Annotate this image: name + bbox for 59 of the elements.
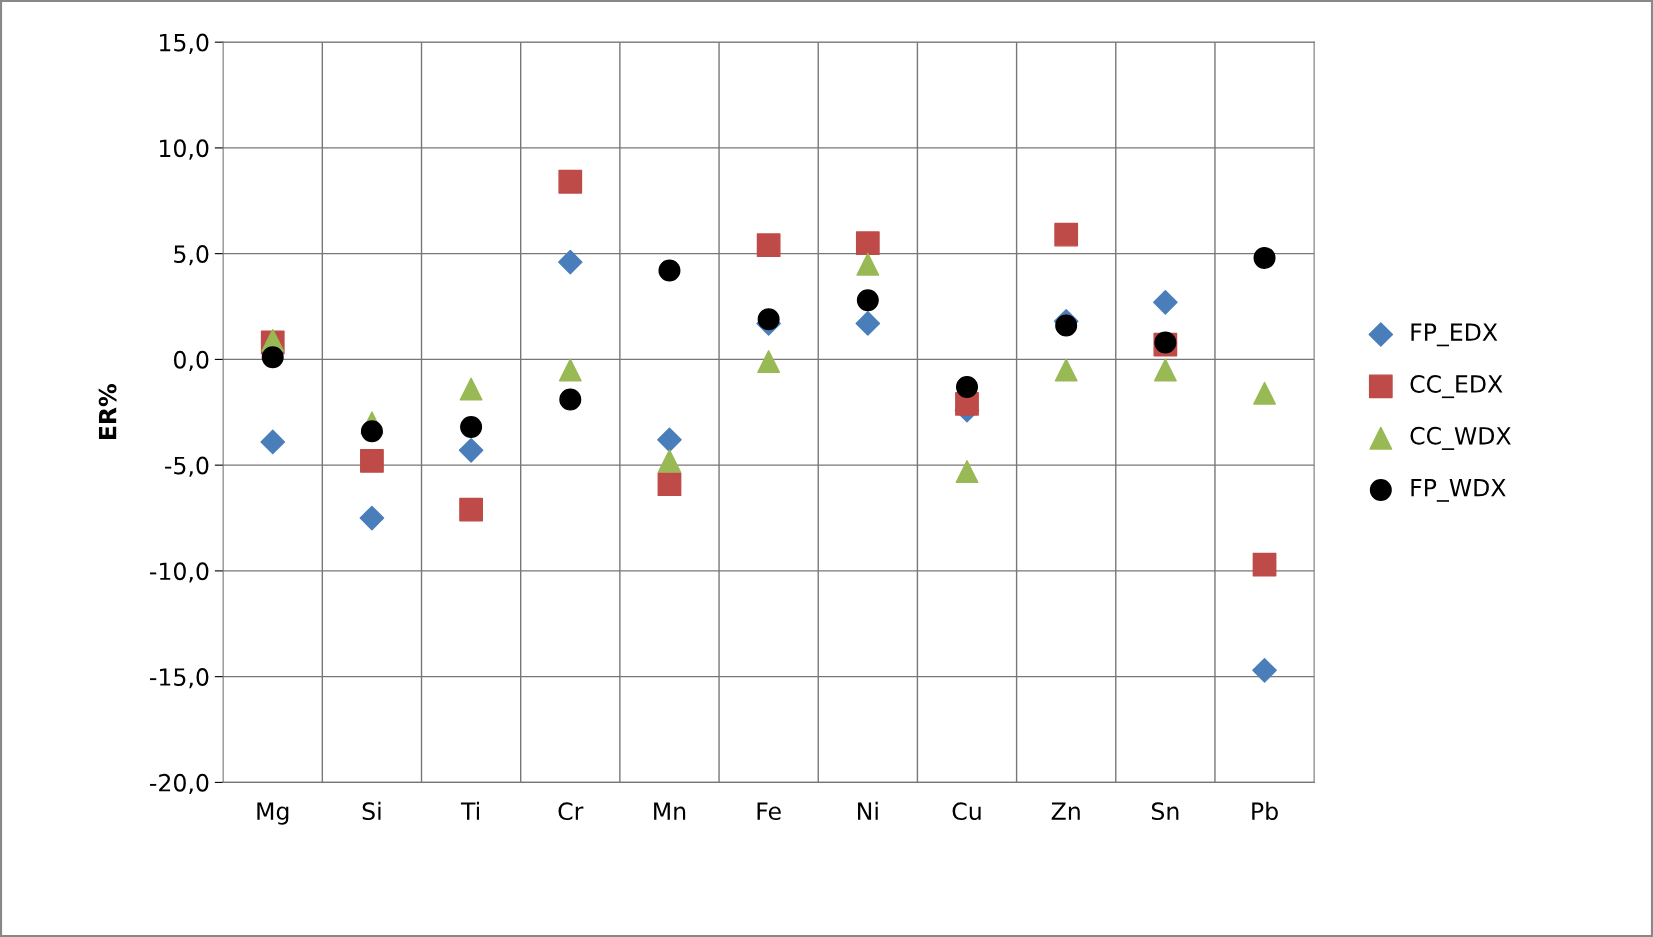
- y-tick-label: 10,0: [159, 139, 209, 160]
- point: [1253, 246, 1276, 269]
- x-tick-label: Sn: [1151, 802, 1179, 821]
- point: [956, 375, 979, 398]
- point: [261, 346, 284, 369]
- point: [658, 449, 681, 473]
- legend-label: FP_EDX: [1411, 323, 1498, 347]
- x-tick-label: Mn: [654, 802, 686, 820]
- point: [459, 497, 483, 522]
- y-tick-label: 15,0: [159, 33, 209, 54]
- x-tick-label: Cr: [558, 802, 584, 821]
- x-tick-label: Mg: [257, 802, 289, 825]
- point: [757, 308, 780, 331]
- point: [1252, 657, 1277, 683]
- point: [557, 249, 583, 275]
- point: [855, 311, 881, 336]
- point: [458, 438, 484, 463]
- point: [1055, 314, 1078, 337]
- point: [658, 259, 681, 282]
- point: [855, 231, 880, 255]
- point: [360, 449, 384, 473]
- point: [1054, 222, 1079, 247]
- point: [558, 358, 582, 382]
- y-tick-label: -20,0: [150, 773, 209, 795]
- point: [756, 233, 781, 258]
- legend-label: CC_WDX: [1410, 426, 1511, 450]
- point: [558, 169, 583, 194]
- y-tick-label: -10,0: [150, 562, 209, 583]
- point: [1252, 552, 1277, 577]
- x-tick-label: Ni: [858, 801, 878, 820]
- point: [1253, 381, 1276, 405]
- point: [1153, 289, 1178, 315]
- x-tick-label: Fe: [757, 802, 781, 821]
- point: [657, 427, 682, 453]
- point: [359, 505, 385, 531]
- y-tick-label: -5,0: [165, 456, 209, 477]
- point: [260, 429, 286, 455]
- legend-label: FP_WDX: [1411, 479, 1506, 502]
- x-tick-label: Cu: [952, 802, 981, 821]
- point: [1054, 358, 1078, 382]
- point: [459, 377, 483, 401]
- x-tick-label: Zn: [1051, 802, 1080, 820]
- y-tick-label: 5,0: [174, 245, 209, 266]
- point: [460, 416, 483, 439]
- point: [757, 350, 781, 373]
- legend-label: CC_EDX: [1410, 375, 1503, 399]
- point: [559, 388, 582, 411]
- y-axis-title: ER%: [98, 384, 117, 440]
- point: [1153, 358, 1177, 382]
- x-tick-label: Pb: [1252, 801, 1278, 821]
- y-tick-label: -15,0: [150, 668, 209, 689]
- x-tick-label: Si: [362, 801, 381, 821]
- point: [955, 460, 979, 483]
- point: [856, 252, 880, 276]
- point: [360, 420, 383, 443]
- point: [657, 472, 682, 497]
- x-tick-label: Ti: [460, 801, 480, 820]
- y-tick-label: 0,0: [173, 350, 209, 372]
- point: [856, 289, 879, 312]
